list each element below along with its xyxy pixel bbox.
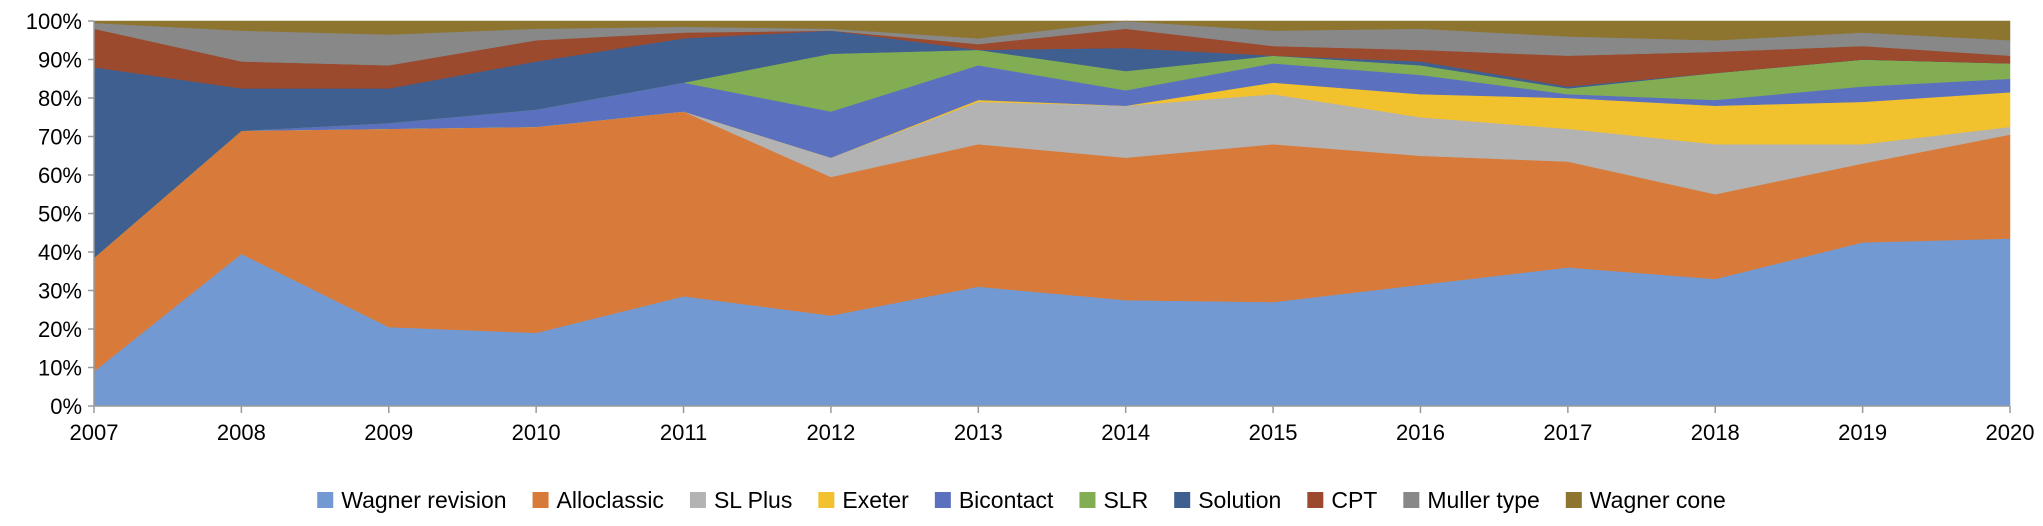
x-tick-label: 2008	[217, 420, 266, 445]
x-tick-label: 2009	[364, 420, 413, 445]
legend-item-bicontact: Bicontact	[934, 487, 1054, 513]
legend-swatch	[818, 492, 835, 508]
legend-swatch	[689, 492, 706, 508]
legend-swatch	[1565, 492, 1582, 508]
legend-label: Wagner cone	[1590, 487, 1726, 513]
legend-label: CPT	[1331, 487, 1377, 513]
legend-item-slr: SLR	[1079, 487, 1148, 513]
legend-swatch	[1307, 492, 1324, 508]
x-tick-label: 2016	[1396, 420, 1445, 445]
legend-item-sl-plus: SL Plus	[689, 487, 792, 513]
x-tick-label: 2011	[660, 420, 707, 445]
legend-label: Wagner revision	[341, 487, 506, 513]
x-tick-label: 2018	[1691, 420, 1740, 445]
y-tick-label: 30%	[38, 279, 82, 304]
legend-label: Muller type	[1427, 487, 1539, 513]
legend-item-muller-type: Muller type	[1403, 487, 1540, 513]
y-tick-label: 10%	[38, 356, 82, 381]
legend-label: Bicontact	[959, 487, 1054, 513]
legend-swatch	[934, 492, 951, 508]
x-tick-label: 2012	[806, 420, 855, 445]
x-tick-label: 2014	[1101, 420, 1150, 445]
legend-label: Alloclassic	[557, 487, 664, 513]
x-tick-label: 2015	[1249, 420, 1298, 445]
y-tick-label: 70%	[38, 125, 82, 150]
legend-label: SLR	[1103, 487, 1148, 513]
y-tick-label: 80%	[38, 86, 82, 111]
x-tick-label: 2017	[1543, 420, 1592, 445]
legend-swatch	[317, 492, 334, 508]
x-tick-label: 2020	[1986, 420, 2035, 445]
area-wagner-cone	[93, 20, 2011, 41]
legend-label: Solution	[1198, 487, 1281, 513]
x-tick-label: 2010	[512, 420, 561, 445]
legend-item-exeter: Exeter	[818, 487, 909, 513]
y-tick-label: 60%	[38, 163, 82, 188]
x-tick-label: 2013	[954, 420, 1003, 445]
legend-label: SL Plus	[714, 487, 792, 513]
legend-item-wagner-revision: Wagner revision	[317, 487, 507, 513]
x-axis-ticks: 2007 2008 2009 2010 2011 2012 2013 2014 2015 2016…	[70, 406, 2035, 445]
legend-item-alloclassic: Alloclassic	[532, 487, 664, 513]
legend: Wagner revision Alloclassic SL Plus Exeter B…	[317, 487, 1726, 513]
y-tick-label: 50%	[38, 202, 82, 227]
y-tick-label: 0%	[50, 394, 82, 419]
y-tick-label: 40%	[38, 240, 82, 265]
legend-item-wagner-cone: Wagner cone	[1565, 487, 1726, 513]
x-tick-label: 2019	[1838, 420, 1887, 445]
y-tick-label: 100%	[26, 9, 82, 34]
y-axis-ticks: 0% 10% 20% 30% 40% 50% 60% 70% 80% 90% 100%	[26, 9, 94, 419]
legend-item-cpt: CPT	[1307, 487, 1377, 513]
legend-item-solution: Solution	[1174, 487, 1281, 513]
legend-label: Exeter	[842, 487, 909, 513]
y-tick-label: 90%	[38, 48, 82, 73]
y-tick-label: 20%	[38, 317, 82, 342]
legend-swatch	[1174, 492, 1191, 508]
legend-swatch	[1079, 492, 1096, 508]
x-tick-label: 2007	[70, 420, 119, 445]
legend-swatch	[532, 492, 549, 508]
legend-swatch	[1403, 492, 1420, 508]
area-series-group	[93, 20, 2011, 407]
